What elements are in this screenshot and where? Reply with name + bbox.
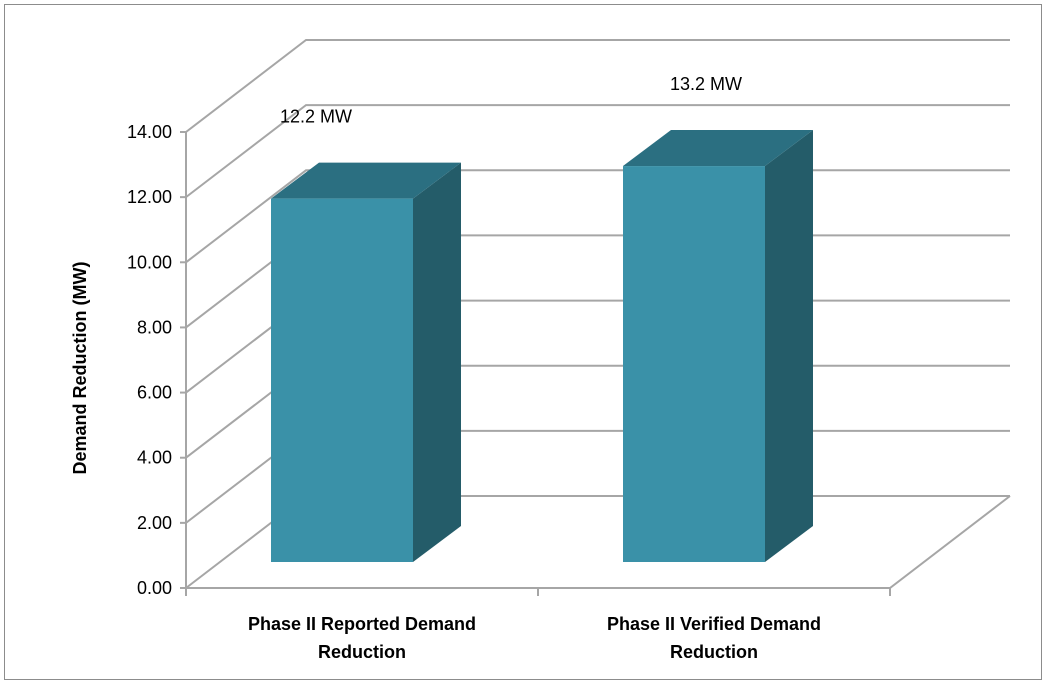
bar (623, 166, 765, 563)
y-tick-label: 6.00 (137, 383, 172, 403)
y-axis-title: Demand Reduction (MW) (70, 262, 90, 475)
axes: 0.00 2.00 4.00 6.00 8.00 10.00 12.00 14.00 (127, 122, 891, 598)
data-label: 13.2 MW (670, 74, 742, 94)
y-tick-label: 10.00 (127, 252, 172, 272)
x-category-label: Phase II Verified Demand (607, 614, 821, 634)
bar-side (765, 130, 813, 563)
chart-frame (4, 4, 1042, 680)
y-tick-label: 12.00 (127, 187, 172, 207)
y-tick-label: 2.00 (137, 513, 172, 533)
gridline (185, 39, 1010, 133)
bar-top (271, 162, 461, 199)
bar-side (413, 162, 461, 562)
y-tick-label: 0.00 (137, 578, 172, 598)
bar-top (623, 130, 813, 167)
gridline (185, 104, 1010, 198)
data-label: 12.2 MW (280, 107, 352, 127)
x-category-label: Phase II Reported Demand (248, 614, 476, 634)
y-tick-label: 4.00 (137, 448, 172, 468)
labels: 12.2 MW Phase II Reported Demand Reduction… (248, 74, 821, 662)
bar (271, 198, 413, 562)
y-tick-label: 14.00 (127, 122, 172, 142)
y-tick-label: 8.00 (137, 317, 172, 337)
bars (271, 130, 813, 563)
x-category-label: Reduction (318, 642, 406, 662)
x-category-label: Reduction (670, 642, 758, 662)
